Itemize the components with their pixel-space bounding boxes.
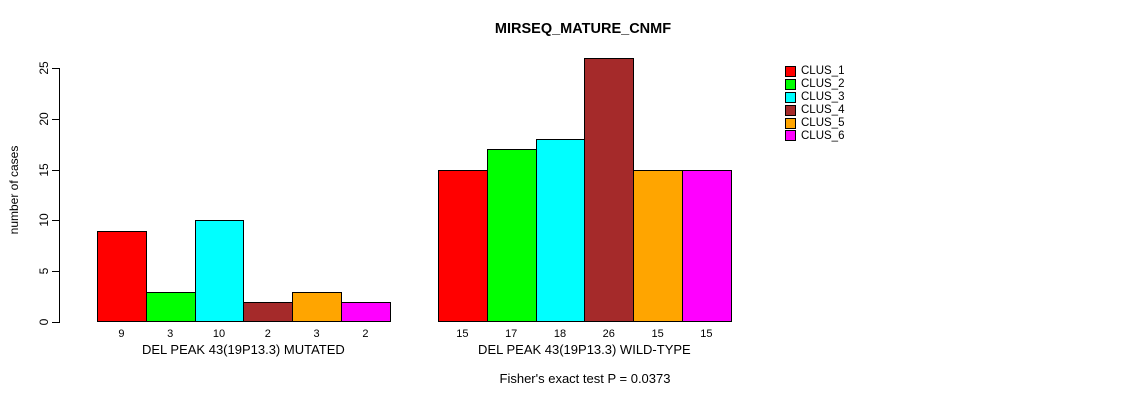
legend-swatch [785,65,796,77]
y-tick-mark [52,271,59,273]
legend-label: CLUS_1 [801,65,845,78]
legend-item-clus_1: CLUS_1 [785,65,844,78]
bar-value-label: 3 [167,328,174,340]
y-tick-label: 10 [37,213,51,228]
bar-value-label: 2 [264,328,271,340]
bar-clus_3-group0 [194,220,245,322]
legend-swatch [785,104,796,116]
bar-value-label: 3 [313,328,320,340]
bar-clus_4-group0 [243,301,294,322]
legend-label: CLUS_2 [801,78,845,91]
legend-label: CLUS_6 [801,129,845,142]
y-tick-label: 25 [37,61,51,75]
bar-clus_2-group1 [486,149,537,322]
y-tick-mark [52,220,59,222]
bar-clus_5-group1 [633,169,683,322]
bar-clus_1-group1 [438,169,488,322]
legend-item-clus_6: CLUS_6 [785,129,844,142]
bar-clus_6-group1 [682,169,732,322]
y-tick-label: 20 [37,112,51,126]
bar-value-label: 2 [362,328,369,340]
y-tick-label: 15 [37,162,51,177]
y-axis-line [59,68,60,323]
legend-label: CLUS_3 [801,91,845,104]
legend-label: CLUS_5 [801,117,845,129]
legend-item-clus_5: CLUS_5 [785,117,844,130]
y-tick-mark [52,169,59,171]
y-tick-label: 0 [37,318,51,326]
legend-label: CLUS_4 [801,104,845,117]
y-tick-mark [52,68,59,69]
legend-swatch [785,117,796,129]
bar-clus_6-group0 [341,301,391,322]
legend-swatch [785,130,796,142]
legend-item-clus_4: CLUS_4 [785,104,844,117]
bar-value-label: 10 [212,328,226,340]
legend-swatch [785,91,796,103]
bar-value-label: 9 [118,328,125,340]
bar-clus_2-group0 [145,291,196,322]
bar-clus_5-group0 [292,291,342,322]
bar-value-label: 15 [456,328,469,340]
x-axis-label-wildtype: DEL PEAK 43(19P13.3) WILD-TYPE [478,342,691,357]
chart-title: MIRSEQ_MATURE_CNMF [494,21,672,37]
legend-item-clus_3: CLUS_3 [785,91,844,104]
bar-value-label: 15 [700,328,713,340]
bar-value-label: 26 [602,328,615,340]
y-axis-label: number of cases [7,145,21,235]
y-tick-label: 5 [37,267,51,275]
x-axis-label-mutated: DEL PEAK 43(19P13.3) MUTATED [142,342,345,357]
legend: CLUS_1 CLUS_2 CLUS_3 CLUS_4 CLUS_5 CLUS_6 [785,65,844,142]
bar-clus_3-group1 [535,139,586,322]
bar-value-label: 17 [505,328,518,340]
bar-clus_4-group1 [584,57,635,322]
caption: Fisher's exact test P = 0.0373 [499,371,671,386]
y-tick-mark [52,322,59,323]
legend-item-clus_2: CLUS_2 [785,78,844,91]
y-tick-mark [52,118,59,120]
bar-value-label: 15 [651,328,664,340]
bar-clus_1-group0 [97,230,147,322]
bar-value-label: 18 [553,328,567,340]
legend-swatch [785,78,796,90]
